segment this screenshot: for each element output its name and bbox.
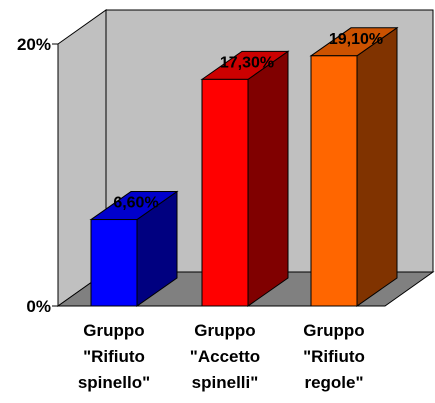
bar-side — [247, 50, 289, 307]
category-label-line: regole" — [304, 373, 363, 392]
bar — [200, 50, 290, 307]
category-label-line: spinelli" — [192, 373, 259, 392]
bar-front — [201, 78, 249, 307]
category-label-line: Gruppo — [194, 321, 255, 340]
category-label: Gruppo "Rifiuto regole" — [303, 321, 365, 392]
data-label: 6,60% — [113, 195, 158, 212]
bar — [309, 26, 399, 307]
bar-front — [90, 219, 138, 307]
y-axis: 0% 20% — [17, 35, 58, 316]
bars — [89, 26, 399, 307]
bar-side — [356, 26, 398, 307]
bar — [89, 190, 179, 307]
data-labels: 6,60% 17,30% 19,10% — [113, 31, 383, 212]
category-label-line: "Accetto — [190, 347, 260, 366]
y-tick-label: 0% — [26, 297, 51, 316]
category-label: Gruppo "Rifiuto spinello" — [78, 321, 150, 392]
category-label-line: Gruppo — [303, 321, 364, 340]
category-labels: Gruppo "Rifiuto spinello" Gruppo "Accetto spi… — [78, 321, 365, 392]
y-tick-label: 20% — [17, 35, 51, 54]
category-label-line: spinello" — [78, 373, 150, 392]
bar-front — [310, 55, 358, 307]
category-label-line: "Rifiuto — [303, 347, 365, 366]
data-label: 19,10% — [329, 31, 383, 48]
category-label-line: Gruppo — [83, 321, 144, 340]
category-label: Gruppo "Accetto spinelli" — [190, 321, 260, 392]
data-label: 17,30% — [220, 54, 274, 71]
category-label-line: "Rifiuto — [83, 347, 145, 366]
